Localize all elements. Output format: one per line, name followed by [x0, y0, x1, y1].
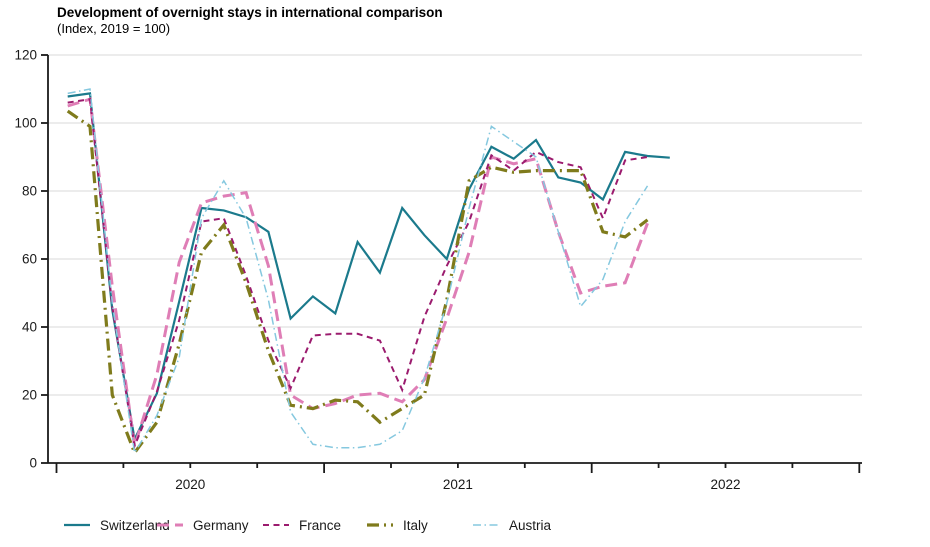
x-axis-year-label-2021: 2021 — [443, 477, 473, 492]
legend-item-france: France — [262, 514, 341, 536]
chart-subtitle: (Index, 2019 = 100) — [57, 21, 171, 36]
x-axis-year-label-2022: 2022 — [710, 477, 740, 492]
y-axis-tick-label-20: 20 — [22, 388, 37, 403]
legend-line-sample-austria — [473, 524, 499, 526]
legend-item-italy: Italy — [366, 514, 428, 536]
legend-line-sample-italy — [367, 523, 393, 527]
chart-title: Development of overnight stays in intern… — [57, 5, 443, 20]
y-axis-tick-label-100: 100 — [14, 116, 37, 131]
legend-label-switzerland: Switzerland — [100, 517, 170, 533]
legend-label-germany: Germany — [193, 517, 249, 533]
legend-item-germany: Germany — [156, 514, 249, 536]
legend-label-italy: Italy — [403, 517, 428, 533]
y-axis-tick-label-80: 80 — [22, 184, 37, 199]
legend-label-france: France — [299, 517, 342, 533]
legend-item-switzerland: Switzerland — [63, 514, 170, 536]
series-line-france — [67, 98, 648, 450]
series-line-germany — [67, 97, 649, 447]
series-line-italy — [66, 109, 649, 457]
y-axis-tick-label-120: 120 — [14, 48, 37, 63]
series-line-switzerland — [67, 92, 670, 443]
chart-title-block: Development of overnight stays in intern… — [57, 5, 443, 36]
legend-line-sample-france — [263, 524, 289, 526]
legend-label-austria: Austria — [509, 517, 552, 533]
y-axis-tick-label-0: 0 — [29, 456, 37, 471]
y-axis-tick-label-40: 40 — [22, 320, 37, 335]
legend-item-austria: Austria — [472, 514, 551, 536]
x-axis-year-label-2020: 2020 — [175, 477, 205, 492]
chart-legend: Switzerland Germany France Italy Austria — [0, 514, 930, 538]
legend-line-sample-switzerland — [64, 523, 90, 527]
legend-line-sample-germany — [157, 523, 183, 527]
y-axis-tick-label-60: 60 — [22, 252, 37, 267]
